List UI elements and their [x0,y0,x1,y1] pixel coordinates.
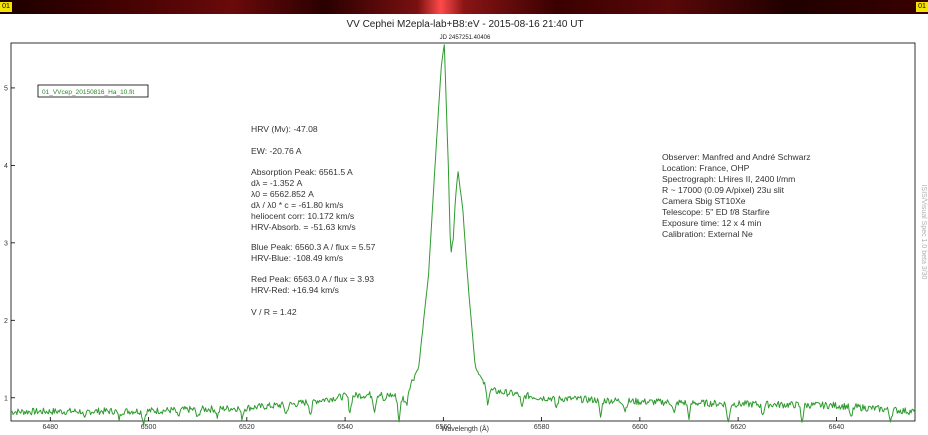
annotation-vr-ratio: V / R = 1.42 [251,307,297,317]
location-line: Location: France, OHP [662,163,750,173]
annotation-doppler: dλ / λ0 * c = -61.80 km/s [251,200,343,210]
annotation-blue-peak: Blue Peak: 6560.3 A / flux = 5.57 [251,242,376,252]
resolution-line: R ~ 17000 (0.09 A/pixel) 23u slit [662,185,785,195]
spectrum-series-line [10,44,916,426]
legend-entry: 01_VVcep_20150816_Ha_10.fit [42,89,134,96]
telescope-line: Telescope: 5" ED f/8 Starfire [662,207,770,217]
annotation-hrv-mv: HRV (Mv): -47.08 [251,124,318,134]
calibration-line: Calibration: External Ne [662,229,753,239]
x-tick-label: 6560 [436,424,452,431]
annotation-hrv-blue: HRV-Blue: -108.49 km/s [251,253,343,263]
spectrum-color-strip [0,0,928,14]
chart-title: VV Cephei M2epla-lab+B8:eV - 2015-08-16 … [346,19,583,30]
x-tick-label: 6640 [829,424,845,431]
y-tick-label: 1 [4,395,8,402]
x-tick-label: 6500 [141,424,157,431]
corner-marker-right: 01 [916,2,928,12]
annotation-dlambda: dλ = -1.352 A [251,178,303,188]
x-axis: 6480 6500 6520 6540 6560 6580 6600 6620 6640 [43,417,845,431]
x-axis-label: Wavelength (Å) [441,424,489,433]
legend-frame [37,84,149,98]
corner-marker-left: 01 [0,2,12,12]
annotation-hrv-red: HRV-Red: +16.94 km/s [251,285,339,295]
annotation-red-peak: Red Peak: 6563.0 A / flux = 3.93 [251,274,374,284]
spectrograph-line: Spectrograph: LHires II, 2400 l/mm [662,174,795,184]
spectrum-chart: VV Cephei M2epla-lab+B8:eV - 2015-08-16 … [4,19,927,433]
software-watermark: ISIS/Visual Spec 1.0 beta 3/30 [920,185,927,280]
plot-frame [10,42,916,422]
annotation-ew: EW: -20.76 A [251,146,302,156]
y-axis: 1 2 3 4 5 [4,85,15,402]
annotation-lambda0: λ0 = 6562.852 A [251,189,314,199]
x-tick-label: 6480 [43,424,59,431]
x-tick-label: 6580 [534,424,550,431]
y-tick-label: 4 [4,163,8,170]
observer-line: Observer: Manfred and André Schwarz [662,152,811,162]
y-tick-label: 3 [4,240,8,247]
x-tick-label: 6600 [632,424,648,431]
measurements-annotation: HRV (Mv): -47.08 EW: -20.76 A Absorption… [251,124,376,317]
exposure-line: Exposure time: 12 x 4 min [662,218,762,228]
x-tick-label: 6620 [730,424,746,431]
y-tick-label: 5 [4,85,8,92]
x-tick-label: 6540 [337,424,353,431]
x-tick-label: 6520 [239,424,255,431]
annotation-hrv-absorb: HRV-Absorb. = -51.63 km/s [251,222,356,232]
chart-subtitle: JD 2457251.40406 [440,35,491,41]
annotation-heliocentric: heliocent corr: 10.172 km/s [251,211,354,221]
legend-box: 01_VVcep_20150816_Ha_10.fit [37,84,149,98]
annotation-absorption-peak: Absorption Peak: 6561.5 A [251,167,353,177]
observer-annotation: Observer: Manfred and André Schwarz Loca… [662,152,811,239]
y-tick-label: 2 [4,318,8,325]
camera-line: Camera Sbig ST10Xe [662,196,746,206]
